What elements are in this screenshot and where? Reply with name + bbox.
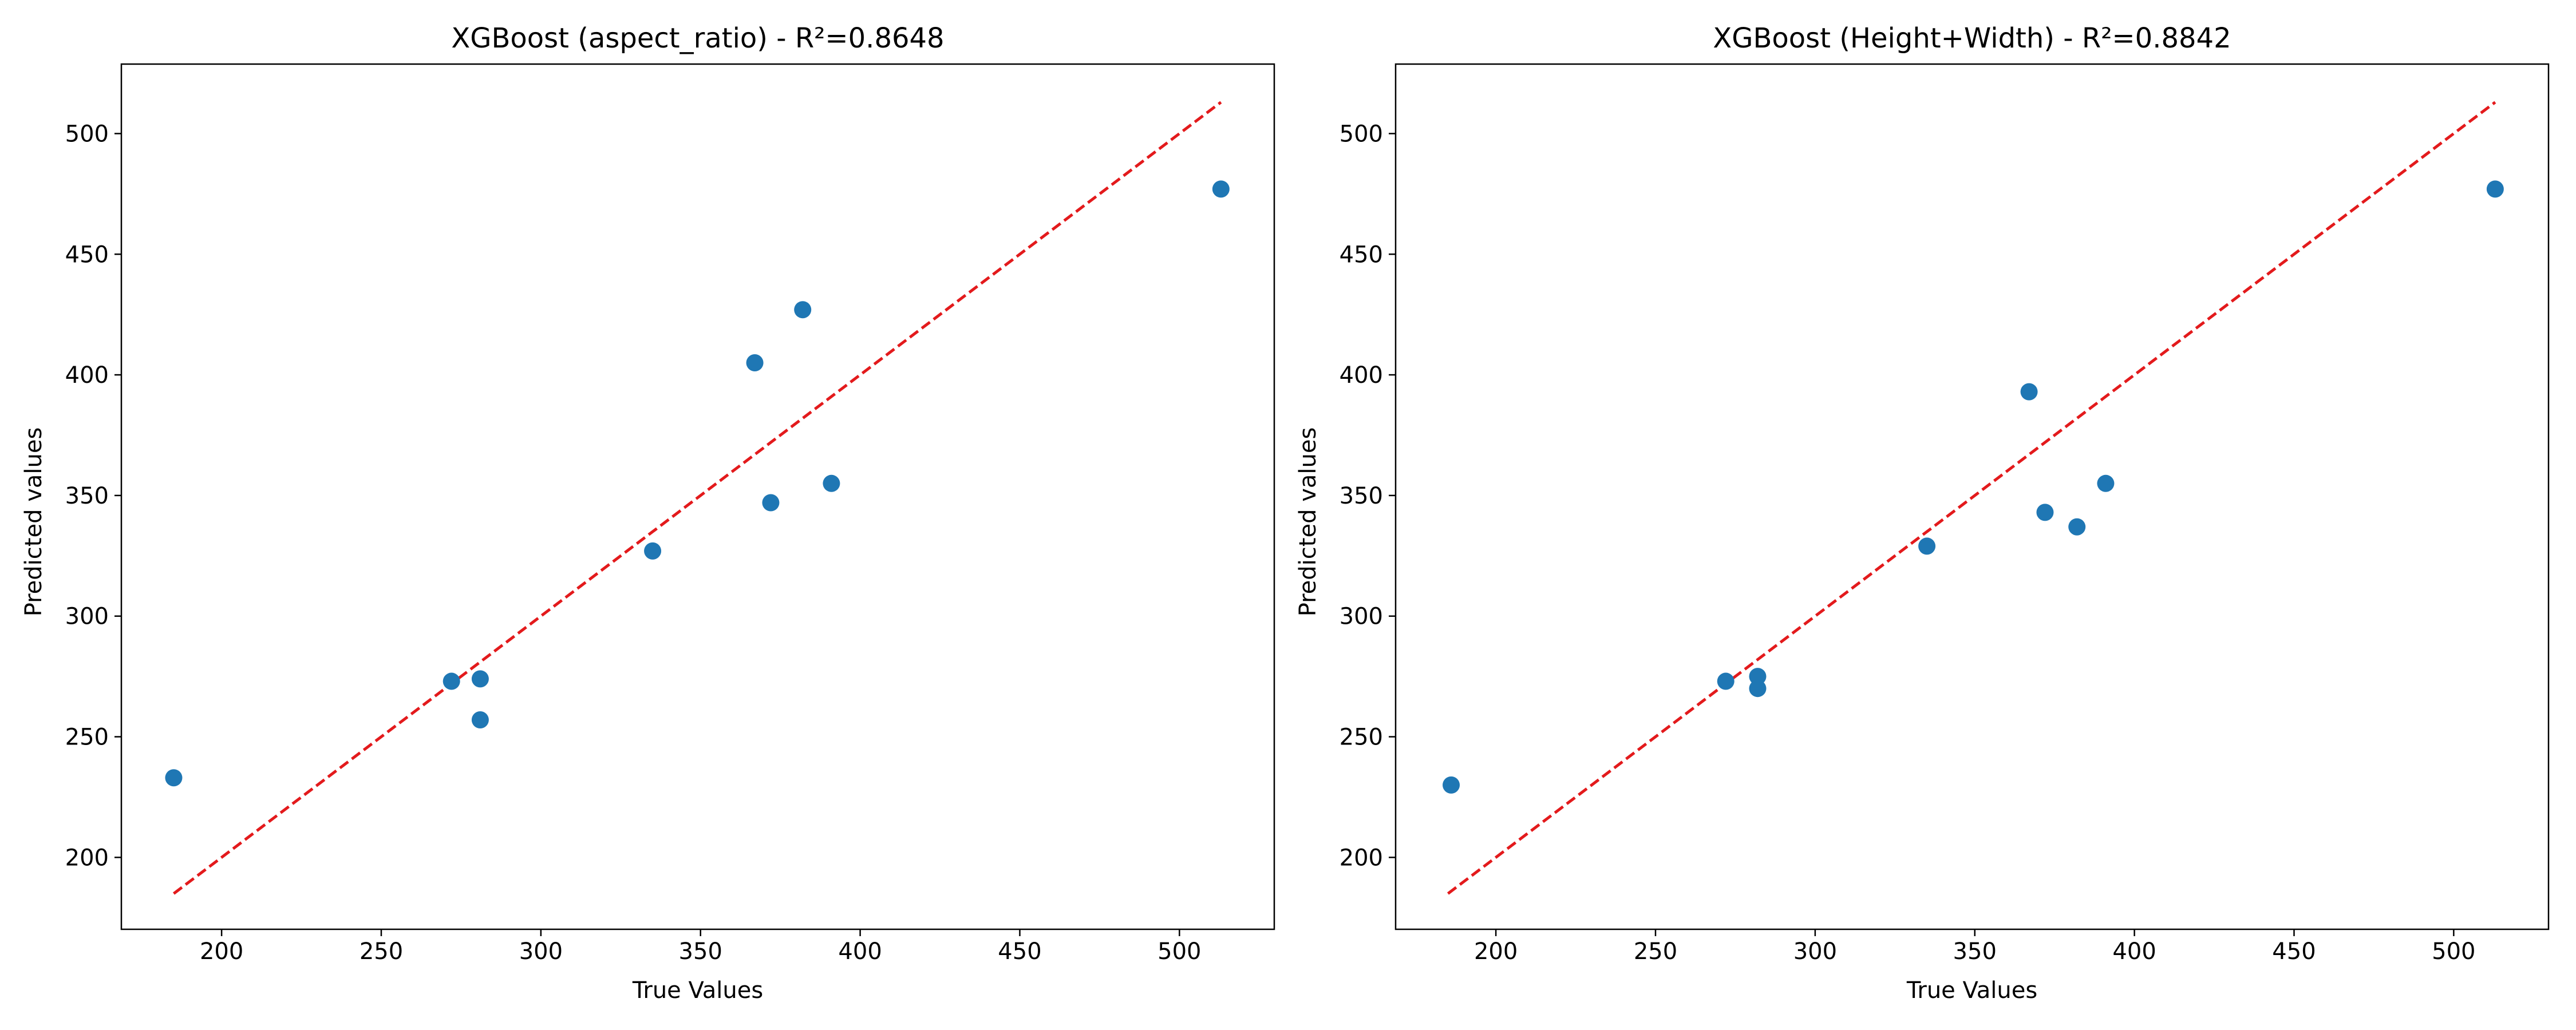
chart-title: XGBoost (aspect_ratio) - R²=0.8648	[451, 22, 944, 54]
data-point	[1749, 680, 1767, 698]
data-point	[471, 670, 489, 688]
x-tick-label: 350	[1953, 938, 1997, 965]
x-tick-label: 500	[1157, 938, 1201, 965]
tick-group: 200 250 300 350 400 450 500 200 250 300 350 400 450 5…	[1340, 121, 2476, 965]
data-point	[2486, 180, 2504, 198]
data-point	[823, 474, 840, 492]
x-tick-label: 450	[998, 938, 1041, 965]
data-point	[2036, 504, 2054, 521]
x-tick-label: 500	[2432, 938, 2475, 965]
y-tick-label: 450	[65, 241, 109, 268]
y-tick-label: 350	[65, 483, 109, 509]
x-tick-label: 250	[1634, 938, 1677, 965]
y-tick-label: 500	[1340, 121, 1383, 147]
chart-panel-height-width: XGBoost (Height+Width) - R²=0.8842 True …	[1295, 22, 2550, 1004]
x-axis-label: True Values	[1906, 977, 2037, 1004]
y-tick-label: 400	[65, 362, 109, 389]
plot-area	[165, 101, 1230, 895]
x-tick-label: 200	[1474, 938, 1518, 965]
axes-frame	[1394, 63, 2550, 930]
x-axis-label: True Values	[632, 977, 763, 1004]
data-point	[471, 711, 489, 729]
data-point	[762, 494, 780, 512]
x-tick-label: 450	[2272, 938, 2316, 965]
y-tick-label: 250	[1340, 724, 1383, 751]
y-tick-label: 450	[1340, 241, 1383, 268]
data-point	[2097, 474, 2115, 492]
data-point	[1749, 668, 1767, 686]
x-tick-label: 350	[679, 938, 722, 965]
axes-frame	[120, 63, 1275, 930]
x-tick-label: 250	[359, 938, 403, 965]
data-point	[1443, 776, 1460, 794]
data-point	[794, 301, 812, 319]
x-tick-label: 200	[200, 938, 243, 965]
y-tick-label: 250	[65, 724, 109, 751]
data-point	[1918, 537, 1936, 555]
x-tick-label: 300	[519, 938, 563, 965]
x-tick-label: 400	[2112, 938, 2156, 965]
y-tick-label: 200	[65, 845, 109, 871]
chart-panel-aspect-ratio: XGBoost (aspect_ratio) - R²=0.8648 True …	[21, 22, 1275, 1004]
y-tick-label: 400	[1340, 362, 1383, 389]
y-tick-label: 200	[1340, 845, 1383, 871]
reference-line	[172, 101, 1222, 895]
data-point	[2068, 518, 2086, 536]
data-point	[1717, 672, 1735, 690]
tick-group: 200 250 300 350 400 450 500 200 250 300 350 400 450 5…	[65, 121, 1202, 965]
y-axis-label: Predicted values	[21, 427, 47, 617]
data-point	[442, 672, 460, 690]
x-tick-label: 300	[1793, 938, 1837, 965]
chart-title: XGBoost (Height+Width) - R²=0.8842	[1713, 22, 2231, 54]
plot-area	[1443, 101, 2504, 895]
data-point	[746, 354, 764, 371]
data-point	[165, 769, 183, 787]
y-tick-label: 300	[65, 604, 109, 630]
reference-line	[1447, 101, 2496, 895]
y-tick-label: 500	[65, 121, 109, 147]
x-tick-label: 400	[838, 938, 882, 965]
data-point	[1212, 180, 1230, 198]
y-axis-label: Predicted values	[1295, 427, 1321, 617]
data-point	[2020, 383, 2038, 401]
y-tick-label: 350	[1340, 483, 1383, 509]
data-point	[644, 542, 662, 560]
y-tick-label: 300	[1340, 604, 1383, 630]
